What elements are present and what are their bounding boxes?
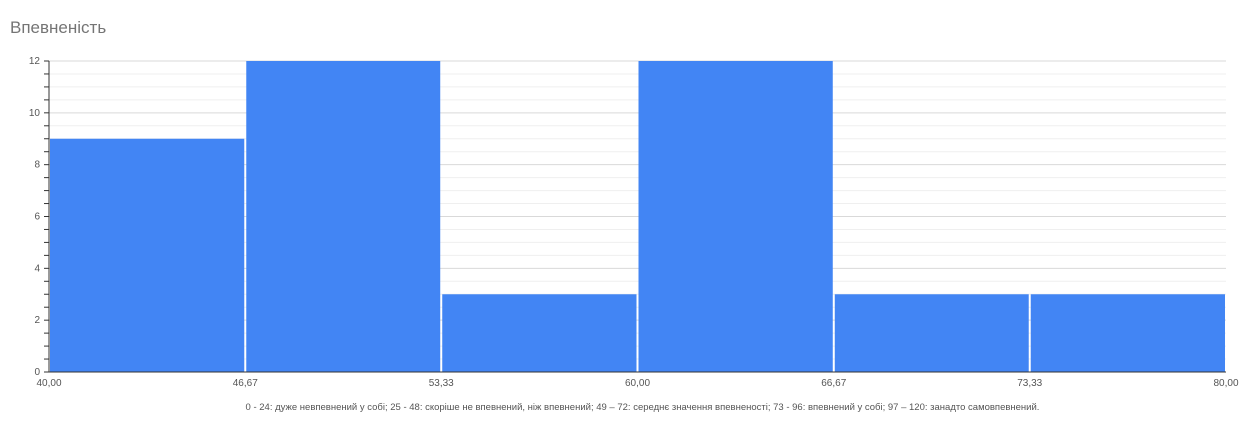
histogram-bar-5 [834, 294, 1029, 372]
chart-title: Впевненість [10, 18, 107, 37]
histogram-bar-2 [246, 61, 441, 372]
x-tick-label: 46,67 [233, 378, 258, 389]
y-tick-label: 10 [29, 108, 41, 119]
y-tick-label: 6 [34, 212, 40, 223]
histogram-bar-6 [1030, 294, 1225, 372]
x-tick-label: 60,00 [625, 378, 650, 389]
x-tick-label: 73,33 [1017, 378, 1042, 389]
gridlines [49, 60, 1226, 373]
x-axis-note: 0 - 24: дуже невпевнений у собі; 25 - 48… [245, 402, 1040, 413]
x-tick-label: 40,00 [36, 378, 61, 389]
y-tick-label: 2 [34, 315, 40, 326]
histogram-bar-1 [50, 138, 245, 372]
histogram-bar-4 [638, 61, 833, 372]
bars [50, 61, 1225, 372]
axes [44, 60, 1226, 373]
y-tick-label: 0 [34, 367, 40, 378]
y-tick-label: 8 [34, 160, 40, 171]
x-tick-label: 80,00 [1213, 378, 1238, 389]
x-tick-label: 53,33 [429, 378, 454, 389]
x-tick-label: 66,67 [821, 378, 846, 389]
tick-labels: 0 2 4 6 8 10 12 40,00 46,67 53,33 60,00 66,67 73,33 8… [29, 56, 1239, 389]
y-tick-label: 4 [34, 263, 40, 274]
y-tick-label: 12 [29, 56, 41, 67]
histogram-bar-3 [442, 294, 637, 372]
